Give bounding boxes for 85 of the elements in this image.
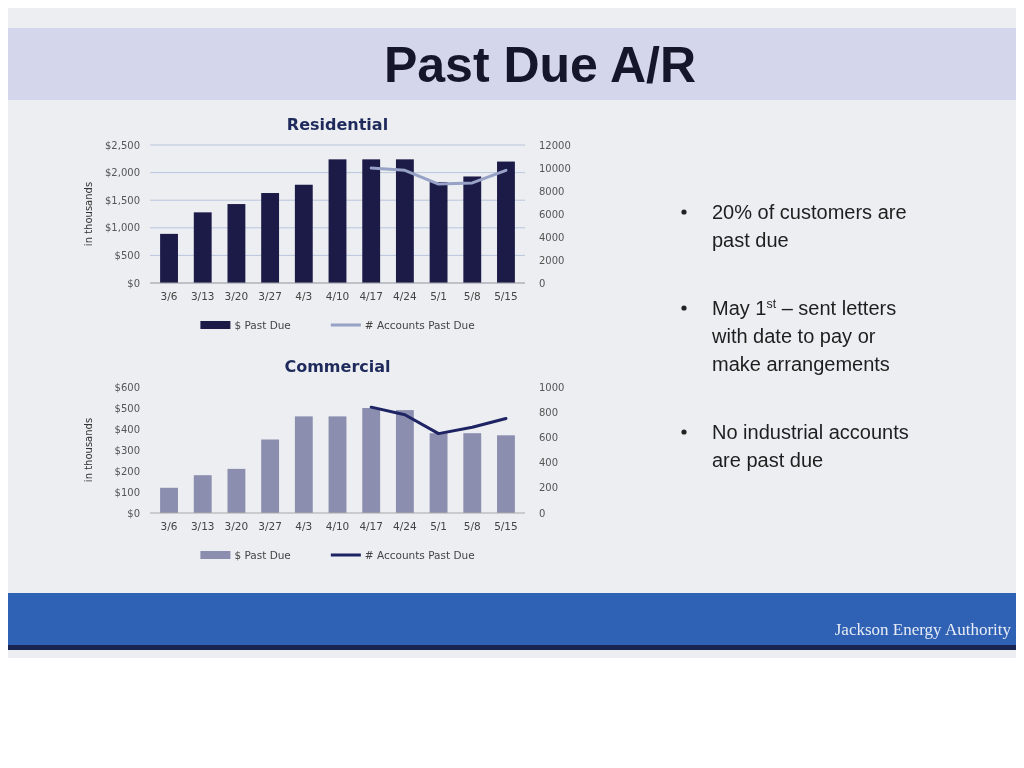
y2-tick-label: 200 xyxy=(539,482,559,494)
y2-tick-label: 10000 xyxy=(539,162,571,174)
x-tick-label: 4/24 xyxy=(393,290,417,302)
bar xyxy=(193,212,212,283)
y2-tick-label: 0 xyxy=(539,507,546,519)
bar xyxy=(193,475,212,513)
y2-tick-label: 0 xyxy=(539,277,546,289)
x-tick-label: 4/10 xyxy=(325,290,350,302)
text: 20% of customers are past due xyxy=(712,201,907,251)
y-axis-title: in thousands xyxy=(83,417,94,483)
bar xyxy=(328,416,347,513)
x-tick-label: 4/17 xyxy=(359,520,383,532)
text: No industrial accounts are past due xyxy=(712,421,909,471)
bar xyxy=(227,468,246,513)
bar xyxy=(497,435,515,513)
y-tick-label: $1,000 xyxy=(105,222,140,234)
y2-tick-label: 8000 xyxy=(539,185,565,197)
y2-tick-label: 1000 xyxy=(539,381,565,393)
y-tick-label: $2,000 xyxy=(105,167,140,179)
x-tick-label: 5/1 xyxy=(430,290,448,302)
x-tick-label: 3/27 xyxy=(258,520,282,532)
bar xyxy=(395,410,414,513)
x-tick-label: 5/1 xyxy=(430,520,448,532)
y2-tick-label: 800 xyxy=(539,406,559,418)
y2-tick-label: 2000 xyxy=(539,254,565,266)
y2-tick-label: 400 xyxy=(539,457,559,469)
x-tick-label: 4/3 xyxy=(295,290,313,302)
x-tick-label: 5/15 xyxy=(494,290,518,302)
legend-label: # Accounts Past Due xyxy=(364,548,475,561)
y-tick-label: $2,500 xyxy=(105,139,140,151)
bar xyxy=(160,233,178,283)
bar xyxy=(463,176,482,283)
x-tick-label: 4/17 xyxy=(359,290,383,302)
y-axis-title: in thousands xyxy=(83,181,94,247)
bar xyxy=(429,433,448,513)
y-tick-label: $500 xyxy=(114,249,140,261)
x-tick-label: 4/3 xyxy=(295,520,313,532)
y2-tick-label: 12000 xyxy=(539,139,571,151)
x-tick-label: 3/6 xyxy=(160,290,178,302)
x-tick-label: 3/27 xyxy=(258,290,282,302)
bar xyxy=(261,439,280,513)
y2-tick-label: 6000 xyxy=(539,208,565,220)
text: May 1$^{st}$ – sent letters with date to pay or make arrangements xyxy=(711,297,897,375)
legend-label: $ Past Due xyxy=(234,318,291,331)
x-tick-label: 3/13 xyxy=(190,290,215,302)
bar xyxy=(497,161,515,283)
bar xyxy=(261,193,280,283)
legend-label: # Accounts Past Due xyxy=(364,318,475,331)
y-tick-label: $300 xyxy=(114,444,140,456)
y-tick-label: $100 xyxy=(114,486,140,498)
bar xyxy=(429,181,448,283)
bar xyxy=(362,159,381,283)
y2-tick-label: 4000 xyxy=(539,231,565,243)
y-tick-label: $0 xyxy=(127,507,140,519)
bar xyxy=(328,159,347,283)
y-tick-label: $600 xyxy=(114,381,140,393)
bar xyxy=(294,184,313,283)
bar xyxy=(160,487,178,513)
y-tick-label: $0 xyxy=(127,277,140,289)
bar xyxy=(227,204,246,283)
chart-title: Residential xyxy=(286,115,389,134)
x-tick-label: 3/20 xyxy=(224,290,249,302)
bar xyxy=(395,159,414,283)
x-tick-label: 5/8 xyxy=(463,520,481,532)
text: Jackson Energy Authority xyxy=(834,620,1012,639)
y-tick-label: $200 xyxy=(114,465,140,477)
y2-tick-label: 600 xyxy=(539,431,559,443)
line-series xyxy=(369,405,508,436)
bar xyxy=(362,408,381,513)
x-tick-label: 3/13 xyxy=(190,520,215,532)
bar xyxy=(294,416,313,513)
x-tick-label: 4/10 xyxy=(325,520,350,532)
x-tick-label: 5/15 xyxy=(494,520,518,532)
legend-label: $ Past Due xyxy=(234,548,291,561)
x-tick-label: 5/8 xyxy=(463,290,481,302)
x-tick-label: 3/20 xyxy=(224,520,249,532)
y-tick-label: $400 xyxy=(114,423,140,435)
x-tick-label: 4/24 xyxy=(393,520,417,532)
text: Past Due A/R xyxy=(383,37,697,93)
y-tick-label: $500 xyxy=(114,402,140,414)
y-tick-label: $1,500 xyxy=(105,194,140,206)
line-series xyxy=(369,166,508,186)
bar xyxy=(463,433,482,513)
chart-title: Commercial xyxy=(284,357,391,376)
x-tick-label: 3/6 xyxy=(160,520,178,532)
